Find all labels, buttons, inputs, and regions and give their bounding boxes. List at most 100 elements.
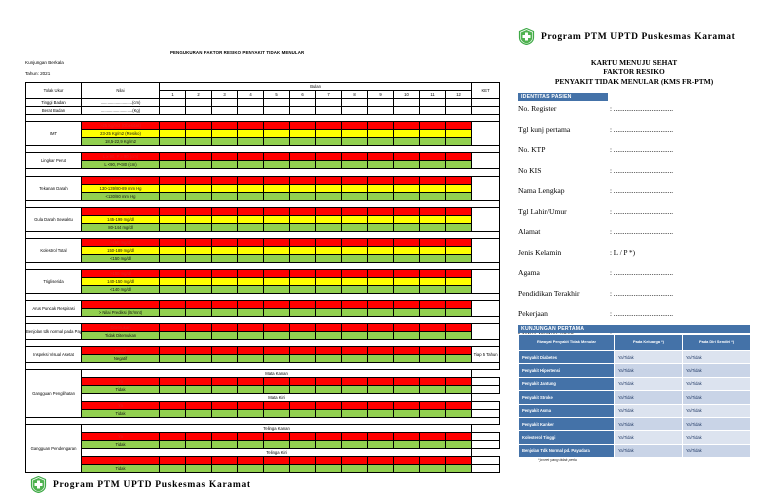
month-cell[interactable] (341, 253, 368, 263)
month-cell[interactable] (419, 191, 446, 201)
month-cell[interactable] (289, 401, 316, 411)
month-cell[interactable] (185, 269, 212, 279)
month-cell[interactable] (367, 464, 394, 474)
month-cell[interactable] (289, 245, 316, 255)
month-cell[interactable] (367, 183, 394, 193)
month-cell[interactable] (341, 401, 368, 411)
month-cell[interactable] (341, 106, 368, 115)
identitas-value[interactable]: : ................................. (610, 289, 674, 298)
month-cell[interactable] (367, 300, 394, 309)
month-cell[interactable] (211, 277, 238, 287)
month-cell[interactable] (367, 129, 394, 139)
riwayat-family-answer[interactable]: Ya/Tidak (614, 363, 683, 378)
month-cell[interactable] (185, 300, 212, 309)
ket-cell[interactable] (471, 322, 501, 340)
month-cell[interactable] (367, 322, 394, 332)
month-cell[interactable] (341, 183, 368, 193)
month-cell[interactable] (393, 160, 420, 170)
month-cell[interactable] (211, 322, 238, 332)
month-cell[interactable] (315, 137, 342, 147)
month-cell[interactable] (367, 353, 394, 363)
month-cell[interactable] (289, 237, 316, 247)
month-cell[interactable] (367, 98, 394, 107)
month-cell[interactable] (315, 214, 342, 224)
month-cell[interactable] (211, 307, 238, 317)
month-cell[interactable] (444, 345, 473, 355)
month-cell[interactable] (393, 330, 420, 340)
month-cell[interactable] (237, 307, 264, 317)
ket-cell[interactable] (471, 175, 501, 201)
month-cell[interactable] (211, 245, 238, 255)
month-cell[interactable] (263, 253, 290, 263)
month-cell[interactable] (393, 353, 420, 363)
month-cell[interactable] (341, 307, 368, 317)
month-cell[interactable] (185, 206, 212, 216)
month-cell[interactable] (289, 285, 316, 295)
month-cell[interactable] (211, 106, 238, 115)
month-cell[interactable] (419, 377, 446, 387)
ket-cell[interactable] (471, 269, 501, 295)
month-cell[interactable] (159, 307, 186, 317)
month-cell[interactable] (159, 432, 186, 442)
month-cell[interactable] (315, 245, 342, 255)
month-cell[interactable] (289, 152, 316, 162)
month-cell[interactable] (444, 456, 473, 466)
month-cell[interactable] (341, 160, 368, 170)
month-cell[interactable] (315, 345, 342, 355)
month-cell[interactable] (211, 214, 238, 224)
month-cell[interactable] (237, 121, 264, 131)
month-cell[interactable] (393, 206, 420, 216)
identitas-value[interactable]: : ................................. (610, 269, 674, 277)
month-cell[interactable] (289, 456, 316, 466)
month-cell[interactable] (419, 98, 446, 107)
month-cell[interactable] (341, 456, 368, 466)
month-cell[interactable] (185, 237, 212, 247)
month-cell[interactable] (237, 464, 264, 474)
month-cell[interactable] (211, 269, 238, 279)
month-cell[interactable] (185, 160, 212, 170)
month-cell[interactable] (444, 253, 473, 263)
month-cell[interactable] (393, 191, 420, 201)
month-cell[interactable] (185, 353, 212, 363)
month-cell[interactable] (393, 377, 420, 387)
month-cell[interactable] (341, 285, 368, 295)
month-cell[interactable] (367, 214, 394, 224)
month-cell[interactable] (444, 353, 473, 363)
month-cell[interactable] (185, 106, 212, 115)
month-cell[interactable] (341, 237, 368, 247)
month-cell[interactable] (367, 237, 394, 247)
month-cell[interactable] (315, 307, 342, 317)
month-cell[interactable] (263, 377, 290, 387)
month-cell[interactable] (367, 401, 394, 411)
month-cell[interactable] (419, 345, 446, 355)
month-cell[interactable] (289, 98, 316, 107)
month-cell[interactable] (185, 175, 212, 185)
month-cell[interactable] (419, 253, 446, 263)
month-cell[interactable] (341, 214, 368, 224)
month-cell[interactable] (419, 409, 446, 419)
month-cell[interactable] (393, 285, 420, 295)
month-cell[interactable] (263, 432, 290, 442)
month-cell[interactable] (211, 464, 238, 474)
month-cell[interactable] (237, 245, 264, 255)
month-cell[interactable] (419, 160, 446, 170)
month-cell[interactable] (185, 345, 212, 355)
month-cell[interactable] (185, 385, 212, 395)
month-cell[interactable] (315, 106, 342, 115)
month-cell[interactable] (419, 440, 446, 450)
riwayat-self-answer[interactable]: Ya/Tidak (682, 376, 751, 392)
month-cell[interactable] (393, 401, 420, 411)
month-cell[interactable] (185, 307, 212, 317)
month-cell[interactable] (237, 330, 264, 340)
month-cell[interactable] (419, 300, 446, 309)
month-cell[interactable] (367, 137, 394, 147)
month-cell[interactable] (393, 245, 420, 255)
month-cell[interactable] (367, 409, 394, 419)
month-cell[interactable] (393, 183, 420, 193)
month-cell[interactable] (185, 152, 212, 162)
month-cell[interactable] (237, 300, 264, 309)
month-cell[interactable] (367, 440, 394, 450)
month-cell[interactable] (289, 409, 316, 419)
month-cell[interactable] (211, 121, 238, 131)
month-cell[interactable] (315, 253, 342, 263)
